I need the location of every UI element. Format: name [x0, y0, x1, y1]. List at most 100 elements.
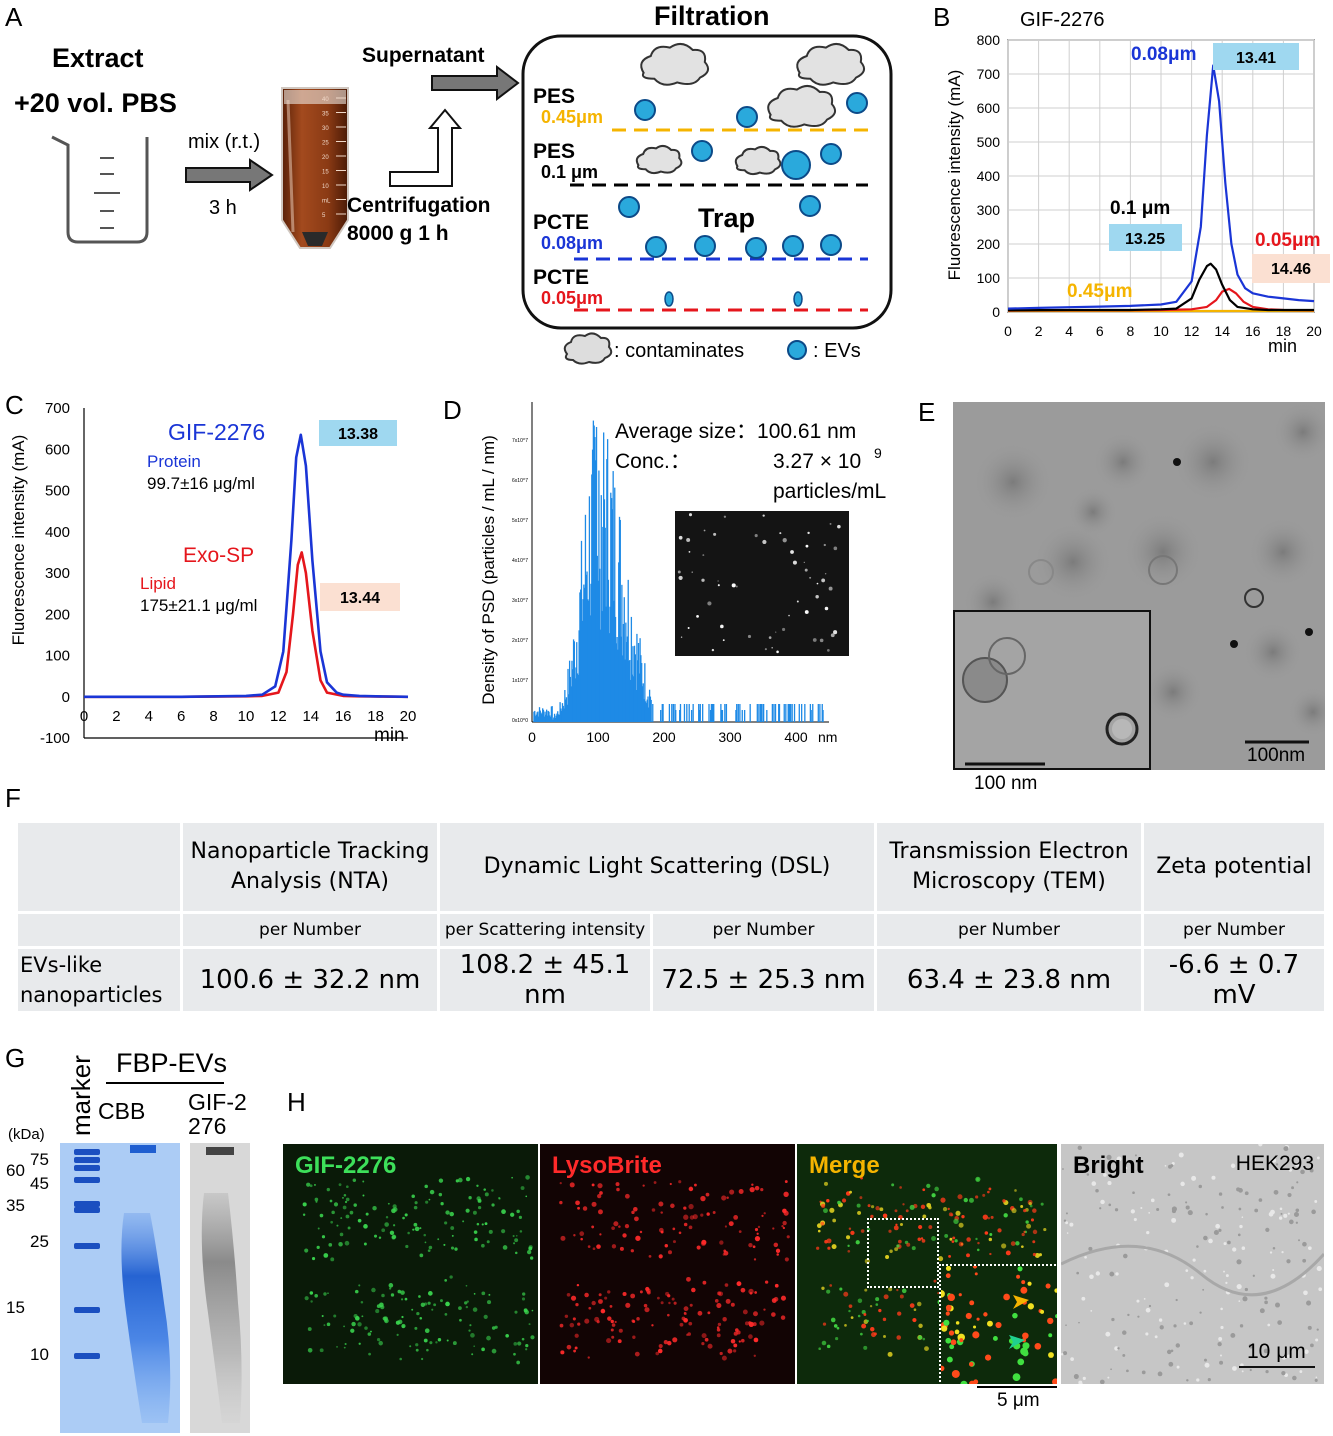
green-signal [486, 1335, 491, 1341]
bright-texture [1267, 1323, 1271, 1327]
histogram-bar [576, 673, 579, 722]
bright-texture [1241, 1216, 1244, 1219]
zoom-signal [1047, 1317, 1054, 1325]
bright-texture [1296, 1181, 1299, 1184]
merge-signal [987, 1216, 991, 1220]
histogram-bar [817, 704, 819, 722]
red-signal [573, 1349, 576, 1353]
zoom-signal [973, 1325, 977, 1329]
marker-band [74, 1201, 100, 1207]
green-signal [363, 1224, 368, 1229]
red-signal [651, 1208, 656, 1212]
red-signal [591, 1300, 596, 1306]
histogram-bar [788, 704, 790, 722]
bright-texture [1283, 1213, 1288, 1218]
green-signal [351, 1321, 356, 1327]
merge-signal [820, 1221, 825, 1226]
histogram-bar [569, 676, 572, 722]
red-signal [599, 1191, 603, 1195]
histogram-bar [549, 715, 551, 722]
bright-texture [1185, 1201, 1188, 1204]
histogram-bar [627, 579, 629, 722]
merge-signal [975, 1195, 979, 1199]
red-signal [688, 1321, 693, 1326]
green-signal [416, 1311, 420, 1316]
histogram-bar [584, 587, 586, 722]
nta-particle [713, 532, 717, 536]
bright-texture [1082, 1376, 1086, 1380]
red-signal [668, 1301, 671, 1305]
ev-particle [736, 106, 758, 128]
marker-band [74, 1165, 100, 1171]
membrane-name: PCTE [533, 211, 589, 234]
y-tick-label: 400 [977, 168, 1001, 184]
merge-signal [1002, 1199, 1006, 1203]
green-signal [450, 1246, 455, 1250]
bright-texture [1286, 1259, 1291, 1264]
red-signal [688, 1225, 693, 1230]
merge-signal [816, 1223, 822, 1229]
red-signal [642, 1184, 645, 1187]
bright-texture [1218, 1192, 1223, 1196]
bright-texture [1302, 1241, 1307, 1247]
merge-signal [866, 1319, 870, 1323]
green-signal [424, 1241, 427, 1244]
histogram-bar [591, 449, 594, 722]
green-signal [343, 1346, 346, 1349]
merge-signal [948, 1212, 953, 1217]
bright-texture [1123, 1253, 1128, 1259]
red-signal [582, 1206, 588, 1211]
green-signal [319, 1213, 324, 1218]
green-signal [412, 1228, 415, 1231]
merge-signal [888, 1229, 892, 1233]
x-tick-label: 10 [238, 708, 255, 725]
cell-line-label: HEK293 [1235, 1152, 1314, 1175]
red-signal [694, 1183, 697, 1187]
tem-vesicle [1033, 522, 1113, 602]
merge-signal [975, 1176, 981, 1182]
merge-signal [902, 1203, 905, 1206]
zoom-signal [945, 1337, 952, 1344]
red-signal [636, 1317, 640, 1321]
histogram-bar [553, 713, 556, 722]
bright-texture [1203, 1269, 1207, 1273]
histogram-bar [616, 637, 618, 722]
histogram-bar [660, 710, 662, 722]
zoom-signal [1045, 1283, 1051, 1289]
merge-signal [827, 1246, 831, 1250]
zoom-signal [1027, 1303, 1035, 1310]
centrifugation-label: Centrifugation [347, 194, 490, 217]
chart-d-average: Average size：100.61 nm [615, 420, 856, 443]
nta-particle [829, 522, 832, 525]
x-tick-label: 300 [718, 729, 742, 745]
red-signal [774, 1283, 779, 1288]
bright-texture [1207, 1378, 1211, 1382]
bright-texture [1241, 1246, 1246, 1250]
x-tick-label: 10 [1153, 323, 1169, 339]
histogram-bar [581, 620, 583, 722]
zoom-inset [939, 1264, 1057, 1384]
bright-texture [1232, 1247, 1237, 1252]
green-signal [329, 1199, 333, 1203]
histogram-bar [571, 660, 573, 722]
green-signal [344, 1200, 348, 1204]
merge-signal [897, 1311, 902, 1316]
green-signal [514, 1238, 519, 1243]
histogram-bar [566, 704, 568, 722]
nta-particle [688, 550, 691, 553]
merge-signal [816, 1246, 820, 1250]
arrow-right-icon [431, 64, 520, 102]
histogram-bar [679, 704, 682, 722]
histogram-bar [688, 704, 690, 722]
green-signal [323, 1324, 326, 1327]
histogram-bar [648, 707, 650, 722]
green-signal [311, 1257, 316, 1261]
merge-signal [1015, 1241, 1020, 1246]
histogram-bar [592, 420, 595, 722]
y-tick-label: 5x10^7 [512, 518, 528, 524]
green-signal [468, 1196, 472, 1200]
red-signal [771, 1312, 776, 1317]
zoom-signal [941, 1289, 945, 1298]
bright-texture [1295, 1162, 1300, 1167]
green-signal [522, 1292, 526, 1296]
